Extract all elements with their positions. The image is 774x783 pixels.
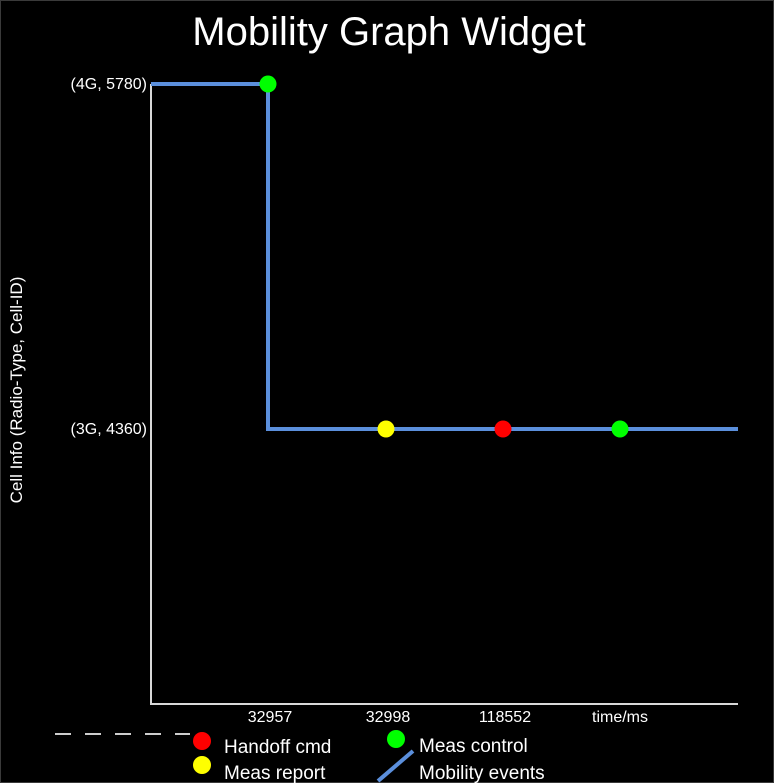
event-markers — [259, 75, 629, 438]
legend-label-meas-control: Meas control — [419, 736, 528, 757]
marker-meas-control — [259, 75, 277, 93]
legend-label-mobility-events: Mobility events — [419, 763, 545, 783]
marker-meas-control — [611, 420, 629, 438]
legend-swatch-meas-control — [387, 730, 405, 748]
y-tick-label: (4G, 5780) — [71, 76, 147, 93]
mobility-events-series — [151, 82, 738, 431]
y-axis-label: Cell Info (Radio-Type, Cell-ID) — [7, 277, 26, 504]
marker-handoff-cmd — [494, 420, 512, 438]
y-tick-labels: (3G, 4360) (4G, 5780) — [71, 76, 147, 438]
x-axis-label: time/ms — [592, 709, 648, 726]
mobility-events-line — [151, 82, 738, 431]
x-tick-label: 118552 — [479, 709, 531, 726]
legend: Handoff cmd Meas control Meas report Mobili… — [193, 730, 545, 783]
y-tick-label: (3G, 4360) — [71, 421, 147, 438]
x-tick-label: 32957 — [248, 709, 293, 726]
legend-swatch-mobility-events — [376, 749, 415, 783]
legend-label-meas-report: Meas report — [224, 763, 326, 783]
marker-meas-report — [377, 420, 395, 438]
x-tick-labels: 32957 32998 118552 time/ms — [248, 709, 648, 726]
legend-swatch-meas-report — [193, 756, 211, 774]
legend-swatch-handoff-cmd — [193, 732, 211, 750]
x-tick-label: 32998 — [366, 709, 411, 726]
chart-title: Mobility Graph Widget — [192, 10, 585, 54]
legend-label-handoff-cmd: Handoff cmd — [224, 737, 331, 758]
